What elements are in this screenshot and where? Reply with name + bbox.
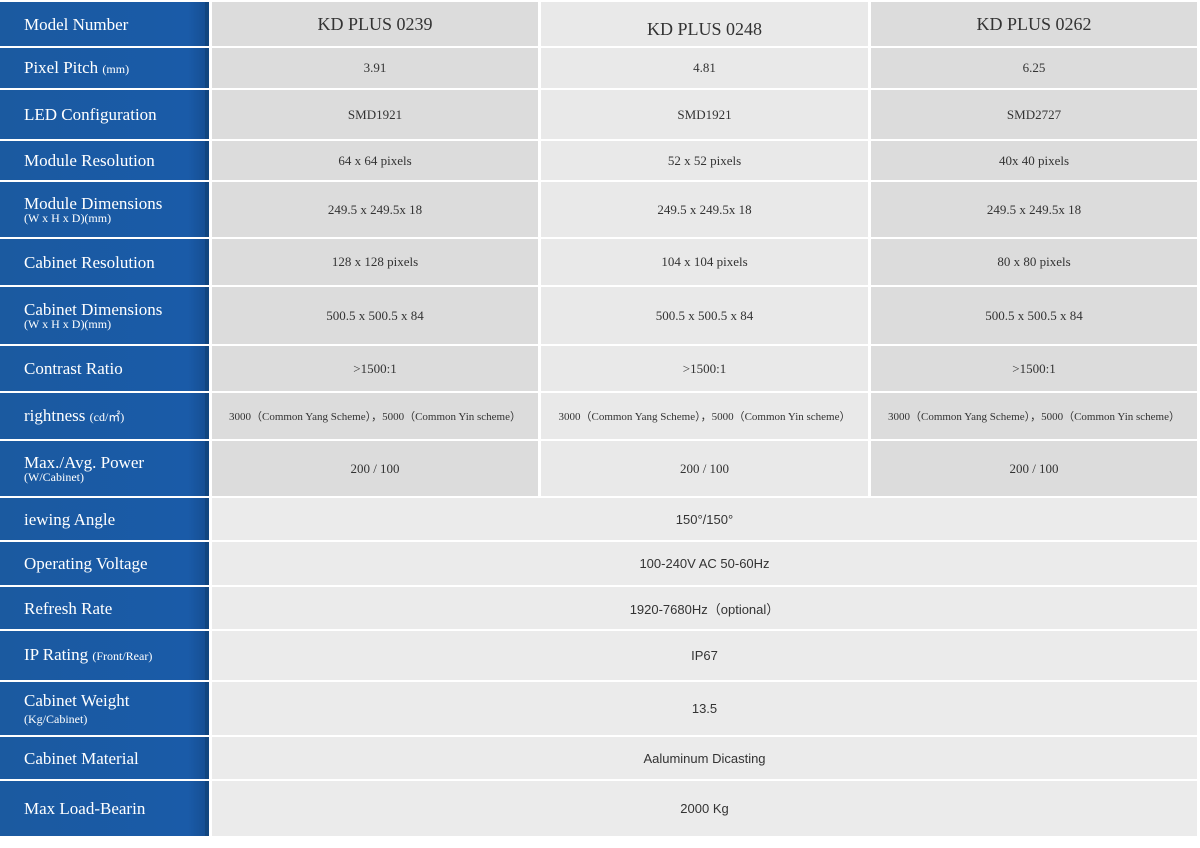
row-unit: (mm) [102,61,130,76]
row-label-text: Cabinet Material [24,748,139,768]
table-row: Contrast Ratio >1500:1 >1500:1 >1500:1 [0,346,1200,393]
spec-value: 249.5 x 249.5x 18 [871,182,1200,239]
model-name: KD PLUS 0248 [541,2,871,48]
row-unit: (W x H x D)(mm) [24,210,112,225]
table-row: Operating Voltage 100-240V AC 50-60Hz [0,542,1200,587]
row-label-text: Refresh Rate [24,598,113,618]
shared-spec-value: IP67 [212,631,1200,682]
table-row: Module Resolution 64 x 64 pixels 52 x 52 p… [0,141,1200,182]
spec-value: 3.91 [212,48,541,90]
table-row: Cabinet Weight (Kg/Cabinet) 13.5 [0,682,1200,737]
spec-value: 80 x 80 pixels [871,239,1200,287]
row-label-text: Cabinet Weight [24,690,130,710]
row-label-text: Max Load-Bearin [24,799,146,818]
table-row: Max Load-Bearin 2000 Kg [0,781,1200,838]
spec-value: 249.5 x 249.5x 18 [212,182,541,239]
spec-value: 200 / 100 [871,441,1200,498]
table-row: Cabinet Material Aaluminum Dicasting [0,737,1200,781]
row-label: iewing Angle [0,498,212,542]
row-unit: (W x H x D)(mm) [24,316,112,331]
spec-value: 3000（Common Yang Scheme），5000（Common Yin… [212,393,541,441]
row-label-text: Max./Avg. Power [24,452,145,472]
model-name: KD PLUS 0239 [212,2,541,48]
table-row: Max./Avg. Power (W/Cabinet) 200 / 100 200 /… [0,441,1200,498]
spec-value: 500.5 x 500.5 x 84 [541,287,871,346]
table-row: rightness (cd/㎡) 3000（Common Yang Scheme）… [0,393,1200,441]
row-label: IP Rating (Front/Rear) [0,631,212,682]
spec-value: 64 x 64 pixels [212,141,541,182]
row-label-text: LED Configuration [24,105,157,124]
row-label-text: IP Rating [24,645,89,664]
row-label: Max./Avg. Power (W/Cabinet) [0,441,212,498]
row-label: Cabinet Material [0,737,212,781]
spec-value: 128 x 128 pixels [212,239,541,287]
row-label-text: Module Resolution [24,151,155,170]
row-label: Module Dimensions (W x H x D)(mm) [0,182,212,239]
shared-spec-value: 2000 Kg [212,781,1200,838]
spec-value: 249.5 x 249.5x 18 [541,182,871,239]
row-label: Cabinet Dimensions (W x H x D)(mm) [0,287,212,346]
row-label: Refresh Rate [0,587,212,631]
row-label: Contrast Ratio [0,346,212,393]
spec-value: SMD1921 [212,90,541,141]
spec-value: SMD1921 [541,90,871,141]
table-row: Module Dimensions (W x H x D)(mm) 249.5 x … [0,182,1200,239]
row-label-text: Operating Voltage [24,554,148,573]
shared-spec-value: 1920-7680Hz（optional） [212,587,1200,631]
spec-value: 4.81 [541,48,871,90]
row-label-text: Contrast Ratio [24,359,123,378]
row-label: Cabinet Resolution [0,239,212,287]
row-unit: (cd/㎡) [89,409,125,424]
spec-value: 3000（Common Yang Scheme），5000（Common Yin… [871,393,1200,441]
table-row: Refresh Rate 1920-7680Hz（optional） [0,587,1200,631]
model-name: KD PLUS 0262 [871,2,1200,48]
row-label: Max Load-Bearin [0,781,212,838]
shared-spec-value: 100-240V AC 50-60Hz [212,542,1200,587]
row-label: Operating Voltage [0,542,212,587]
row-label-text: Cabinet Dimensions [24,299,163,319]
spec-value: 500.5 x 500.5 x 84 [212,287,541,346]
spec-value: >1500:1 [871,346,1200,393]
spec-value: 200 / 100 [541,441,871,498]
row-label-text: Cabinet Resolution [24,252,155,272]
spec-value: 200 / 100 [212,441,541,498]
shared-spec-value: 13.5 [212,682,1200,737]
row-label: Pixel Pitch (mm) [0,48,212,90]
spec-value: 500.5 x 500.5 x 84 [871,287,1200,346]
spec-value: SMD2727 [871,90,1200,141]
table-row: Model Number KD PLUS 0239 KD PLUS 0248 K… [0,2,1200,48]
shared-spec-value: 150°/150° [212,498,1200,542]
row-label: rightness (cd/㎡) [0,393,212,441]
row-unit: (Front/Rear) [92,649,153,663]
row-label: LED Configuration [0,90,212,141]
row-unit: (W/Cabinet) [24,469,84,484]
row-label: Model Number [0,2,212,48]
row-label: Cabinet Weight (Kg/Cabinet) [0,682,212,737]
shared-spec-value: Aaluminum Dicasting [212,737,1200,781]
table-row: Pixel Pitch (mm) 3.91 4.81 6.25 [0,48,1200,90]
row-label-text: rightness [24,405,86,425]
spec-value: 104 x 104 pixels [541,239,871,287]
row-label-text: Module Dimensions [24,193,163,213]
table-row: iewing Angle 150°/150° [0,498,1200,542]
row-label-text: iewing Angle [24,509,116,529]
spec-value: >1500:1 [212,346,541,393]
spec-value: 52 x 52 pixels [541,141,871,182]
table-row: LED Configuration SMD1921 SMD1921 SMD2727 [0,90,1200,141]
row-label: Module Resolution [0,141,212,182]
row-label-text: Pixel Pitch [24,57,99,77]
spec-value: >1500:1 [541,346,871,393]
table-row: Cabinet Resolution 128 x 128 pixels 104 x … [0,239,1200,287]
row-unit: (Kg/Cabinet) [24,711,88,726]
table-row: IP Rating (Front/Rear) IP67 [0,631,1200,682]
spec-value: 40x 40 pixels [871,141,1200,182]
table-row: Cabinet Dimensions (W x H x D)(mm) 500.5 x… [0,287,1200,346]
spec-value: 3000（Common Yang Scheme），5000（Common Yin… [541,393,871,441]
spec-value: 6.25 [871,48,1200,90]
